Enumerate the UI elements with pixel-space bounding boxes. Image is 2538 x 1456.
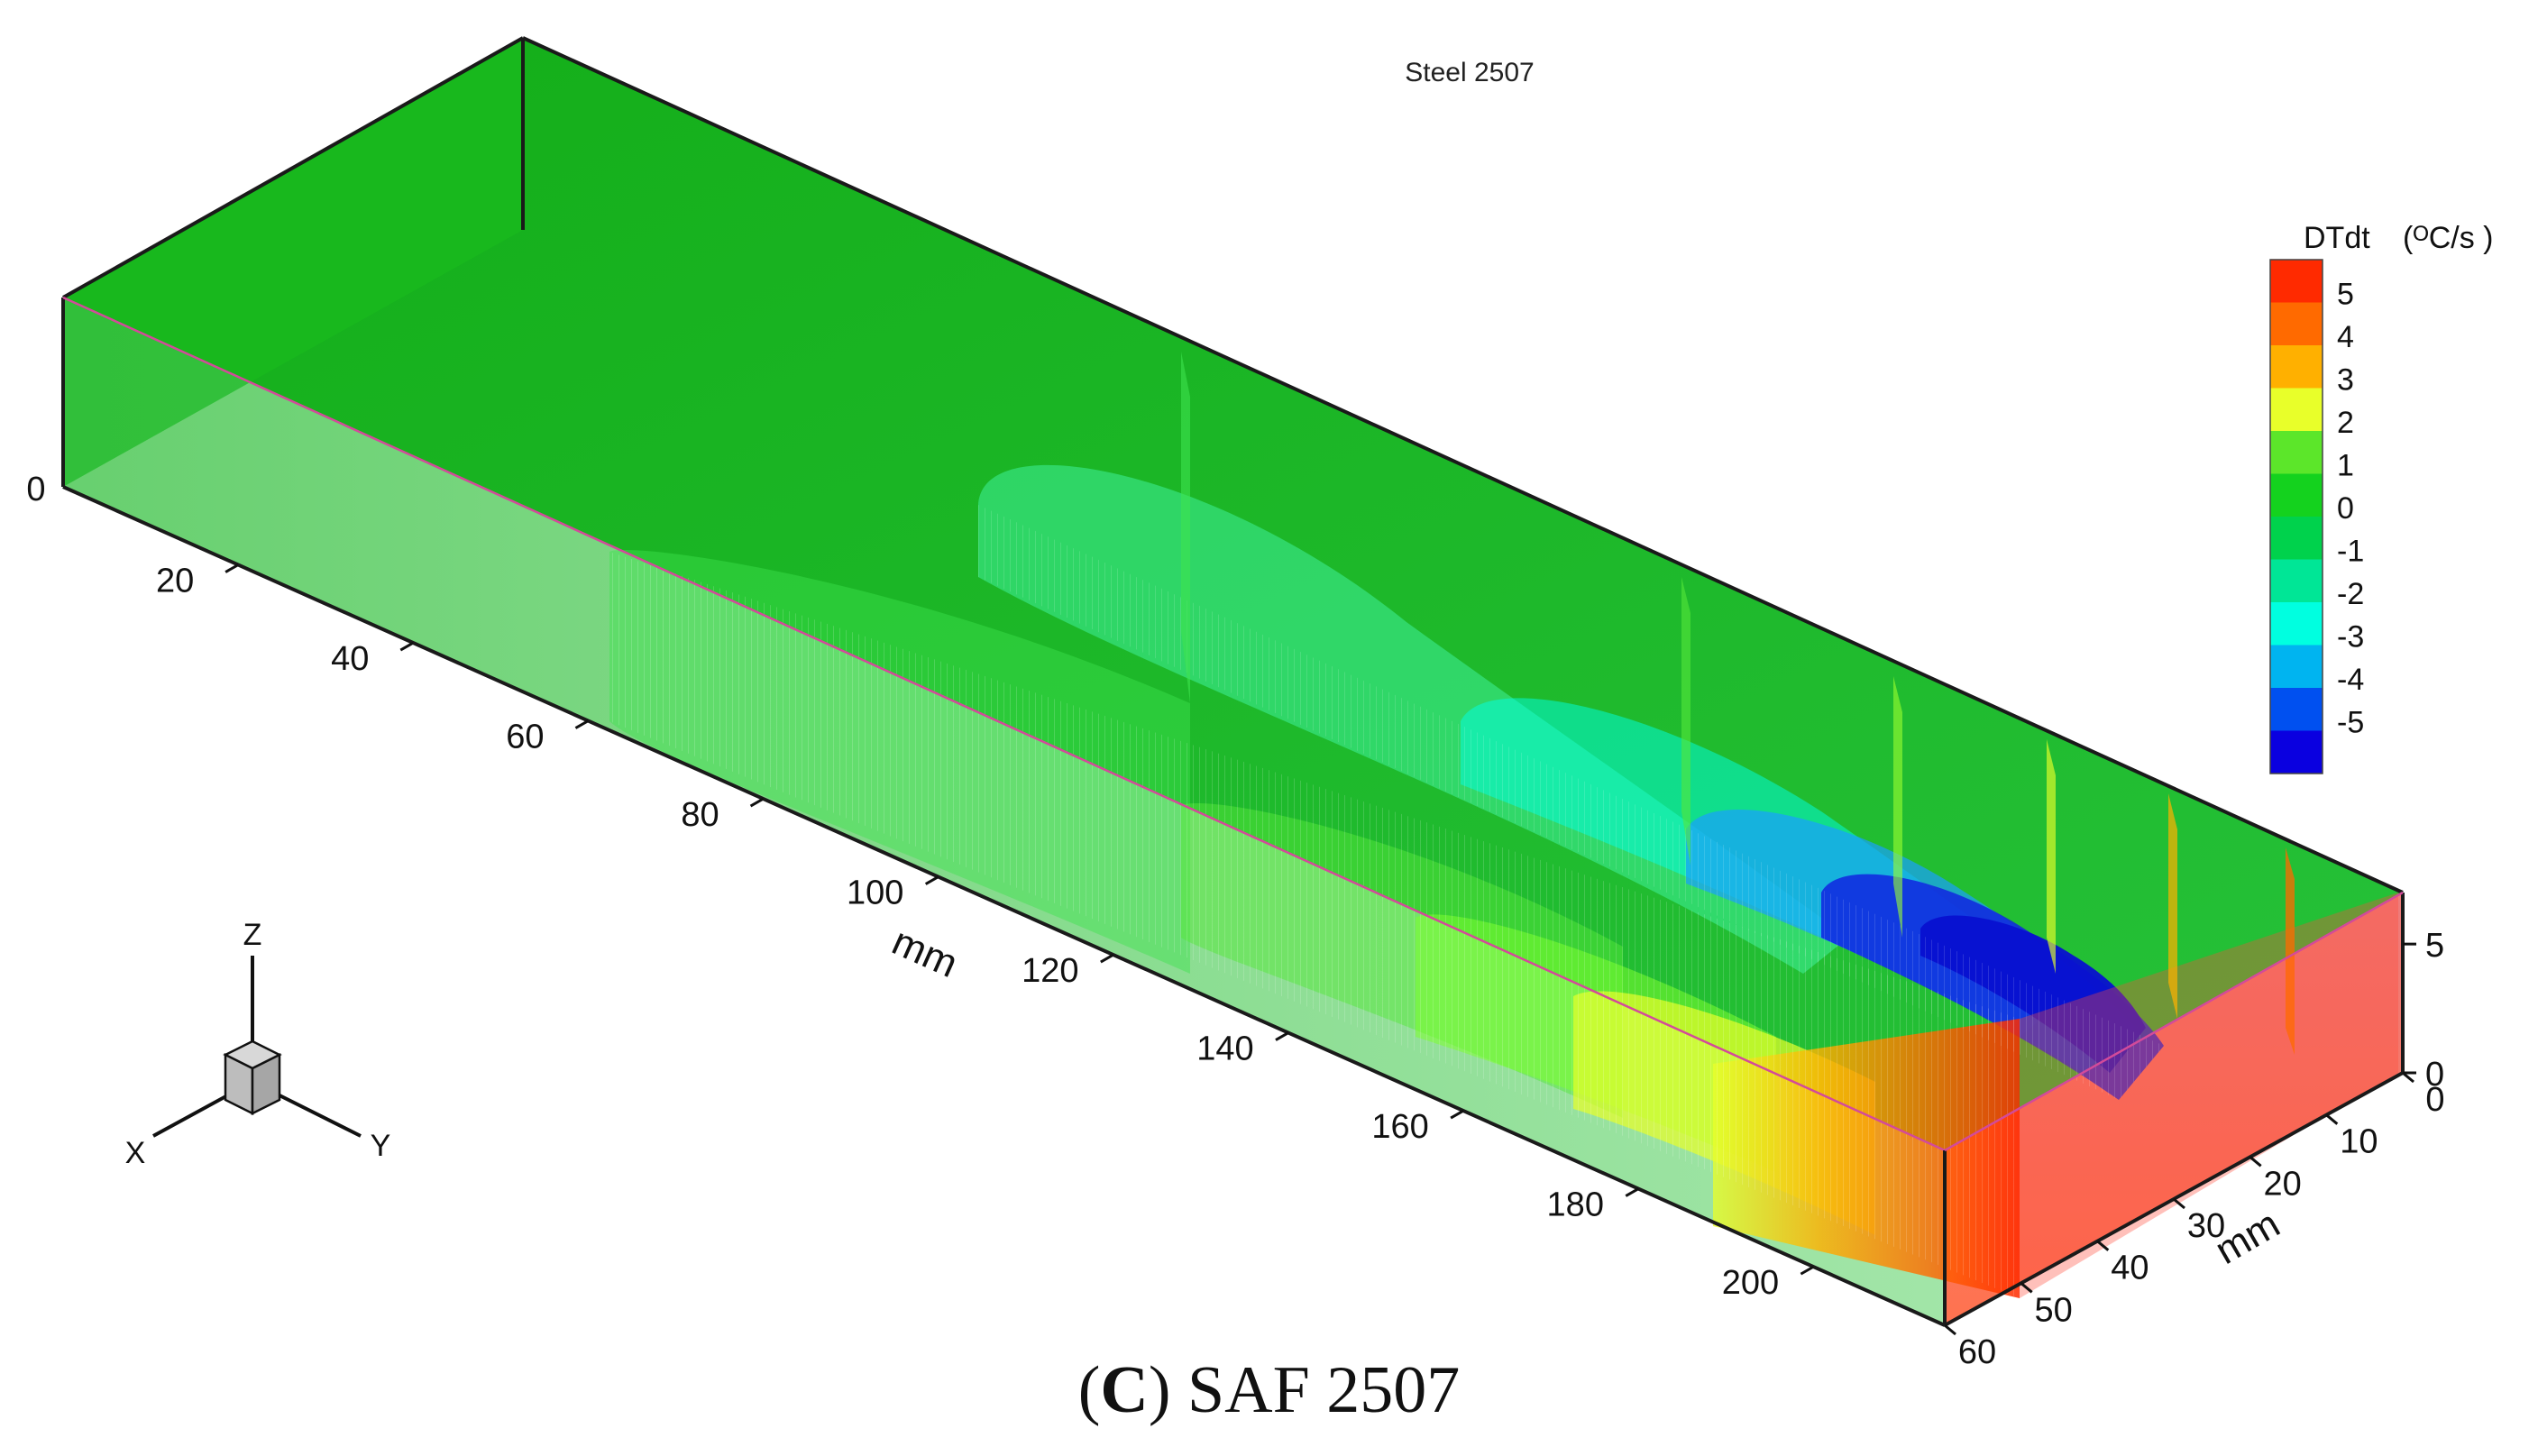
legend-label: -4	[2337, 663, 2364, 697]
iso-fin-5	[2168, 793, 2177, 1019]
legend-title: DTdt	[2304, 221, 2370, 255]
caption-letter: C	[1100, 1353, 1149, 1427]
y-tick-label: 20	[2264, 1165, 2302, 1203]
iso-fin-6	[2286, 847, 2295, 1055]
x-tick-label: 60	[506, 719, 544, 756]
y-tick-mark	[2325, 1113, 2339, 1125]
x-tick-label: 100	[847, 875, 903, 912]
x-tick-label: 180	[1547, 1186, 1604, 1224]
x-tick-mark	[1625, 1187, 1640, 1197]
z-axis-ticks: 05	[2403, 927, 2444, 1094]
iso-fin-4	[2047, 739, 2056, 974]
iso-shells	[609, 352, 2398, 1298]
y-tick-mark	[2096, 1240, 2110, 1251]
caption-suffix: ) SAF 2507	[1148, 1353, 1461, 1427]
legend-swatch	[2270, 302, 2323, 346]
legend-swatch	[2270, 602, 2323, 646]
legend-swatch	[2270, 645, 2323, 689]
x-tick-mark	[1800, 1265, 1815, 1276]
legend-label: -5	[2337, 706, 2364, 740]
iso-fin-1	[1181, 352, 1190, 703]
edge-top-left	[62, 36, 524, 299]
legend-label: -3	[2337, 620, 2364, 655]
x-axis-origin-label: 0	[26, 471, 45, 508]
legend-label: -2	[2337, 577, 2364, 611]
x-tick-label: 80	[681, 796, 719, 834]
x-tick-label: 160	[1371, 1108, 1428, 1146]
x-tick-label: 20	[156, 563, 194, 600]
triad-x-label: X	[125, 1136, 146, 1170]
legend-label: 3	[2337, 363, 2354, 398]
y-tick-label: 0	[2425, 1081, 2444, 1119]
iso-surfaces	[609, 352, 2398, 1298]
legend-label: 1	[2337, 449, 2354, 483]
x-tick-mark	[1450, 1109, 1464, 1120]
y-tick-mark	[1944, 1323, 1956, 1336]
legend-swatch	[2270, 517, 2323, 560]
legend-labels: 5 4 3 2 1 0 -1 -2 -3 -4 -5	[2337, 278, 2364, 740]
legend-swatches	[2269, 259, 2323, 774]
legend-swatch	[2270, 388, 2323, 432]
x-tick-mark	[574, 719, 590, 729]
x-tick-label: 140	[1196, 1030, 1253, 1068]
x-axis-ticks: 20 40 60 80 100 120 140 160 180 200	[156, 563, 1815, 1302]
edge-top-front	[62, 296, 1946, 1152]
legend: DTdt (ᴼC/s ) 5 4 3 2 1 0 -1 -2 -3 -4 -5	[2269, 221, 2494, 774]
y-tick-label: 40	[2111, 1250, 2149, 1287]
x-tick-mark	[224, 563, 239, 573]
legend-label: 0	[2337, 491, 2354, 526]
legend-swatch	[2270, 473, 2323, 517]
iso-fin-3	[1893, 676, 1902, 938]
z-tick-label: 0	[2425, 1056, 2444, 1094]
legend-label: 5	[2337, 278, 2354, 312]
x-tick-label: 200	[1722, 1264, 1779, 1302]
legend-swatch	[2270, 688, 2323, 731]
legend-swatch	[2270, 260, 2323, 303]
x-tick-mark	[1275, 1031, 1289, 1041]
y-tick-mark	[2020, 1282, 2033, 1294]
x-axis-label: mm	[885, 919, 964, 986]
x-tick-mark	[749, 797, 765, 808]
chart-title: Steel 2507	[1405, 58, 1534, 87]
y-axis-ticks: 0 10 20 30 40 50 60	[1944, 1071, 2445, 1371]
edge-bottom-front	[62, 485, 1946, 1327]
legend-label: 4	[2337, 320, 2354, 354]
legend-swatch	[2270, 559, 2323, 603]
legend-unit: (ᴼC/s )	[2403, 221, 2494, 255]
x-tick-mark	[1100, 953, 1114, 964]
legend-frame	[2269, 259, 2323, 774]
axis-triad	[152, 956, 362, 1138]
edge-top-end	[1944, 891, 2404, 1152]
y-tick-label: 50	[2035, 1291, 2073, 1329]
x-tick-mark	[924, 875, 939, 885]
iso-wall-right	[2020, 893, 2398, 1298]
iso-mesh-overlay	[609, 552, 2020, 1298]
edge-top-back	[522, 36, 2404, 894]
figure-caption: (C) SAF 2507	[0, 1352, 2538, 1429]
box-edges	[61, 36, 2405, 1327]
legend-label: -1	[2337, 535, 2364, 569]
legend-swatch	[2270, 730, 2323, 774]
x-tick-mark	[399, 641, 415, 652]
iso-mesh-overlay-cold	[978, 505, 2164, 1100]
y-tick-mark	[2173, 1197, 2185, 1210]
triad-cube-right	[251, 1052, 281, 1116]
triad-y-label: Y	[371, 1129, 391, 1163]
x-tick-label: 120	[1022, 952, 1078, 990]
y-tick-mark	[2249, 1156, 2262, 1168]
x-tick-label: 40	[331, 640, 369, 678]
triad-z-label: Z	[243, 918, 262, 952]
y-tick-mark	[2402, 1071, 2414, 1084]
y-tick-label: 60	[1958, 1333, 1996, 1371]
legend-label: 2	[2337, 406, 2354, 440]
iso-fin-2	[1681, 577, 1690, 865]
y-tick-label: 10	[2340, 1123, 2378, 1161]
legend-swatch	[2270, 431, 2323, 474]
legend-swatch	[2270, 345, 2323, 389]
y-tick-label: 30	[2187, 1207, 2225, 1245]
caption-prefix: (	[1077, 1353, 1101, 1427]
z-tick-label: 5	[2425, 927, 2444, 965]
